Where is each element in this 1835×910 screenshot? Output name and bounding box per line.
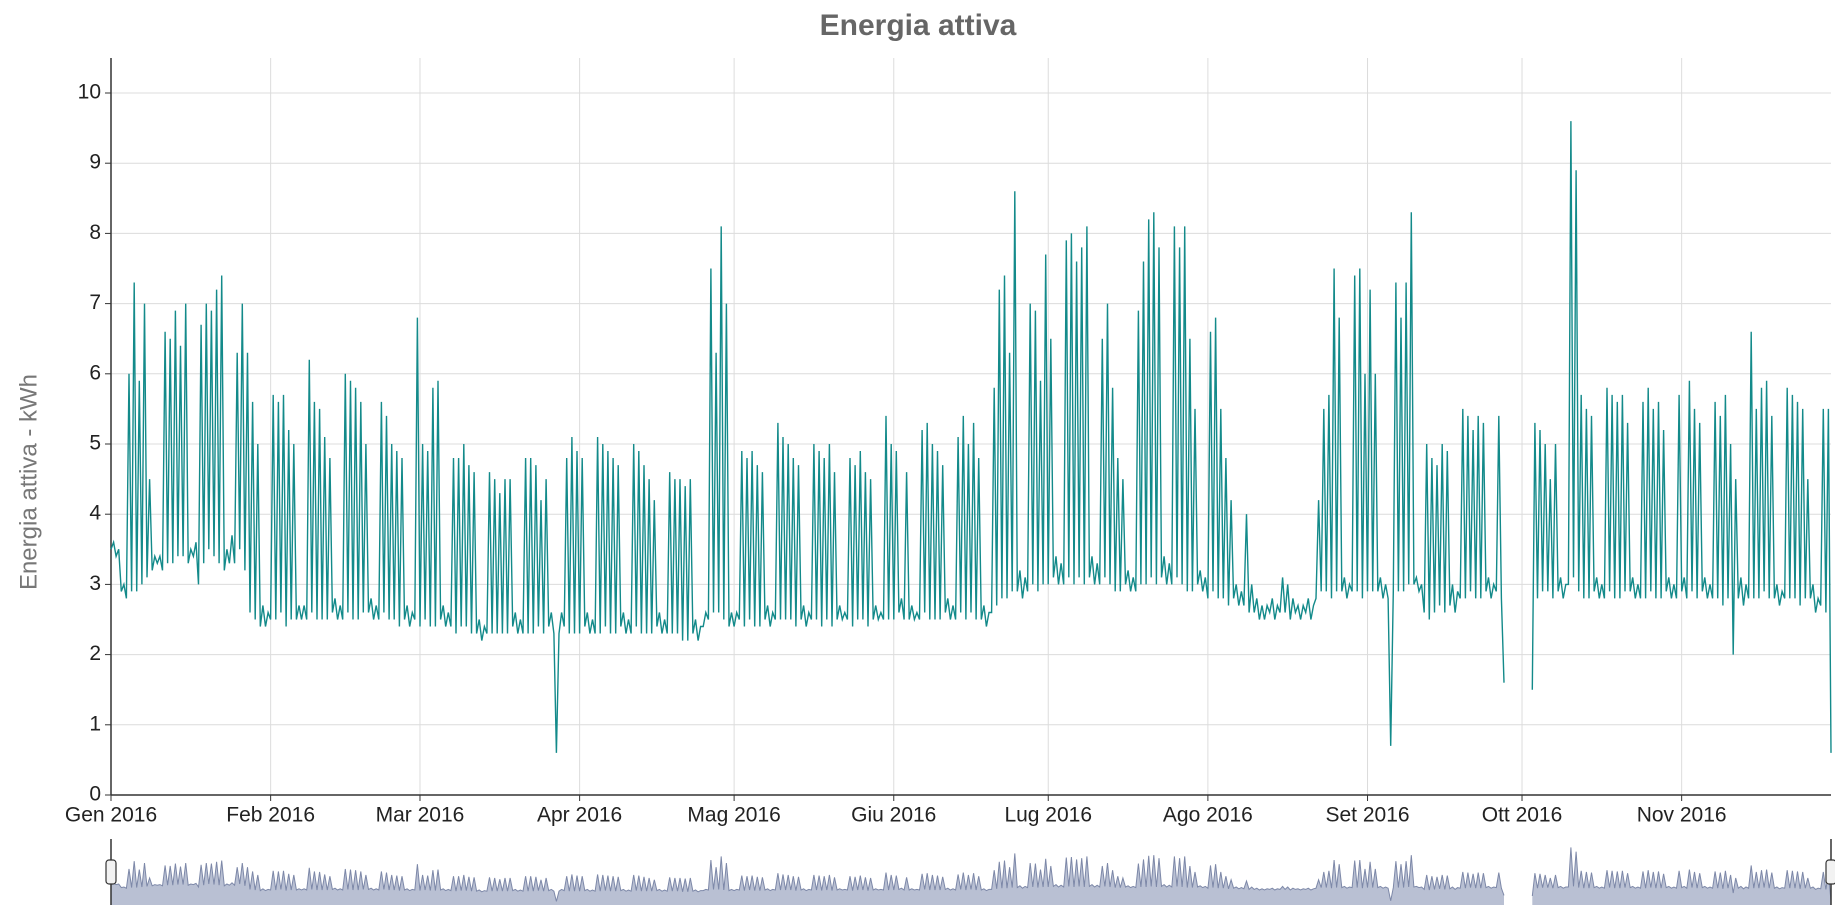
x-tick-label: Nov 2016 [1637,804,1727,827]
grid: 0 1 2 3 4 5 6 7 8 9 10 Gen 2016 Feb 2016 Mar 2016 Apr … [65,58,1831,827]
x-tick-label: Ago 2016 [1163,804,1253,827]
y-tick-label: 9 [89,151,101,174]
y-tick-label: 8 [89,221,101,244]
x-tick-label: Feb 2016 [226,804,315,827]
y-tick-label: 2 [89,642,101,665]
x-tick-label: Giu 2016 [851,804,936,827]
navigator-area [111,847,1831,905]
x-tick-label: Gen 2016 [65,804,157,827]
navigator-handle [105,859,117,885]
navigator [105,839,1835,905]
x-tick-label: Lug 2016 [1004,804,1092,827]
y-axis-label: Energia attiva - kWh [15,374,42,590]
y-tick-label: 10 [78,81,101,104]
data-line [110,121,1832,753]
y-tick-label: 3 [89,572,101,595]
chart-title: Energia attiva [820,9,1017,42]
y-tick-label: 5 [89,432,101,455]
x-tick-label: Mag 2016 [687,804,780,827]
navigator-handle [1825,859,1835,885]
navigator-line [110,847,1832,902]
x-tick-label: Apr 2016 [537,804,622,827]
y-tick-label: 6 [89,361,101,384]
y-tick-label: 7 [89,291,101,314]
y-tick-label: 1 [89,712,101,735]
y-tick-label: 0 [89,783,101,806]
x-tick-label: Ott 2016 [1482,804,1563,827]
plot-area [110,121,1832,753]
y-tick-label: 4 [89,502,101,525]
x-tick-label: Set 2016 [1325,804,1409,827]
x-tick-label: Mar 2016 [376,804,465,827]
